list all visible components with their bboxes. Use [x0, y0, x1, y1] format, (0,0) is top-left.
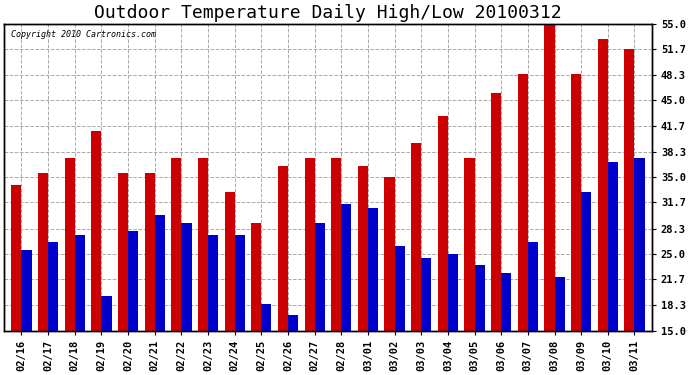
Bar	[448, 254, 458, 330]
Bar	[544, 24, 555, 330]
Bar	[384, 177, 395, 330]
Bar	[155, 216, 165, 330]
Bar	[395, 246, 405, 330]
Bar	[315, 223, 325, 330]
Bar	[635, 158, 644, 330]
Title: Outdoor Temperature Daily High/Low 20100312: Outdoor Temperature Daily High/Low 20100…	[94, 4, 562, 22]
Bar	[358, 166, 368, 330]
Bar	[475, 266, 484, 330]
Bar	[128, 231, 138, 330]
Bar	[437, 116, 448, 330]
Bar	[608, 162, 618, 330]
Bar	[181, 223, 192, 330]
Bar	[48, 242, 58, 330]
Bar	[528, 242, 538, 330]
Bar	[171, 158, 181, 330]
Bar	[145, 173, 155, 330]
Bar	[65, 158, 75, 330]
Bar	[581, 192, 591, 330]
Bar	[224, 192, 235, 330]
Bar	[235, 235, 245, 330]
Bar	[198, 158, 208, 330]
Bar	[38, 173, 48, 330]
Bar	[208, 235, 218, 330]
Bar	[118, 173, 128, 330]
Bar	[101, 296, 112, 330]
Bar	[342, 204, 351, 330]
Bar	[501, 273, 511, 330]
Bar	[91, 131, 101, 330]
Text: Copyright 2010 Cartronics.com: Copyright 2010 Cartronics.com	[10, 30, 156, 39]
Bar	[624, 49, 635, 330]
Bar	[262, 304, 271, 330]
Bar	[21, 250, 32, 330]
Bar	[11, 185, 21, 330]
Bar	[368, 208, 378, 330]
Bar	[288, 315, 298, 330]
Bar	[251, 223, 262, 330]
Bar	[411, 142, 422, 330]
Bar	[75, 235, 85, 330]
Bar	[491, 93, 501, 330]
Bar	[464, 158, 475, 330]
Bar	[555, 277, 564, 330]
Bar	[331, 158, 342, 330]
Bar	[278, 166, 288, 330]
Bar	[518, 74, 528, 330]
Bar	[571, 74, 581, 330]
Bar	[304, 158, 315, 330]
Bar	[598, 39, 608, 330]
Bar	[422, 258, 431, 330]
